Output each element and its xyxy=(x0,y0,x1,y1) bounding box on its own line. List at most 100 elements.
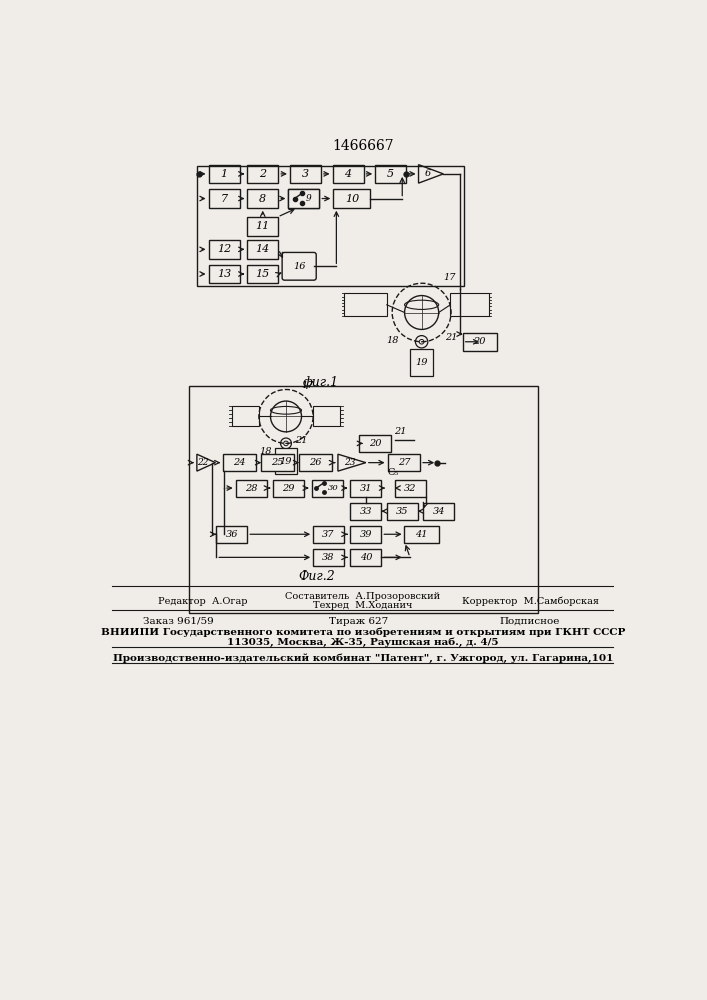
Bar xyxy=(288,189,320,208)
Bar xyxy=(209,240,240,259)
Text: 6: 6 xyxy=(425,169,431,178)
Text: 1466667: 1466667 xyxy=(332,139,394,153)
Bar xyxy=(216,526,247,543)
Bar xyxy=(395,480,426,497)
Text: 38: 38 xyxy=(322,553,335,562)
Bar xyxy=(247,165,279,183)
Text: 33: 33 xyxy=(360,507,372,516)
Bar xyxy=(404,526,439,543)
Text: 7: 7 xyxy=(221,194,228,204)
Text: 19: 19 xyxy=(280,457,292,466)
Text: 25: 25 xyxy=(271,458,284,467)
Bar xyxy=(273,480,304,497)
Text: 4: 4 xyxy=(344,169,351,179)
Text: 9: 9 xyxy=(305,194,311,203)
Text: C₅: C₅ xyxy=(387,468,399,477)
Bar xyxy=(387,503,418,520)
Text: 32: 32 xyxy=(404,484,416,493)
Text: 17: 17 xyxy=(443,273,456,282)
Bar xyxy=(275,448,297,474)
Bar xyxy=(313,549,344,566)
Text: 40: 40 xyxy=(360,553,372,562)
Bar xyxy=(209,265,240,283)
Text: 11: 11 xyxy=(256,221,270,231)
FancyBboxPatch shape xyxy=(282,252,316,280)
Bar xyxy=(351,549,381,566)
Bar xyxy=(423,503,454,520)
Text: 2: 2 xyxy=(259,169,267,179)
Bar xyxy=(209,165,240,183)
Text: 3: 3 xyxy=(302,169,309,179)
Bar xyxy=(351,480,381,497)
Text: 21: 21 xyxy=(296,436,308,445)
Text: 30: 30 xyxy=(328,484,339,492)
Text: 13: 13 xyxy=(217,269,231,279)
Bar xyxy=(332,165,363,183)
Text: 21: 21 xyxy=(395,427,407,436)
Text: 27: 27 xyxy=(397,458,410,467)
Bar xyxy=(247,265,279,283)
Text: 22: 22 xyxy=(197,458,209,467)
Bar xyxy=(288,189,320,208)
Text: 1: 1 xyxy=(221,169,228,179)
Bar xyxy=(247,240,279,259)
Text: ВНИИПИ Государственного комитета по изобретениям и открытиям при ГКНТ СССР: ВНИИПИ Государственного комитета по изоб… xyxy=(100,627,625,637)
Text: 21: 21 xyxy=(445,333,457,342)
Bar xyxy=(290,165,321,183)
Text: Подписное: Подписное xyxy=(499,617,559,626)
Text: Составитель  А.Прозоровский: Составитель А.Прозоровский xyxy=(285,592,440,601)
Text: 15: 15 xyxy=(256,269,270,279)
Bar xyxy=(235,480,267,497)
Bar xyxy=(351,503,381,520)
Text: 8: 8 xyxy=(259,194,267,204)
Bar xyxy=(299,454,332,471)
Bar xyxy=(247,217,279,235)
Bar xyxy=(261,454,293,471)
Text: 20: 20 xyxy=(474,337,486,346)
Text: 31: 31 xyxy=(360,484,372,493)
Text: 28: 28 xyxy=(245,484,257,493)
Text: 12: 12 xyxy=(217,244,231,254)
Text: 37: 37 xyxy=(322,530,335,539)
Text: 39: 39 xyxy=(360,530,372,539)
Bar xyxy=(189,386,538,613)
Text: фиг.1: фиг.1 xyxy=(303,376,339,389)
Text: 17: 17 xyxy=(301,380,314,389)
Text: 34: 34 xyxy=(433,507,445,516)
Text: 14: 14 xyxy=(256,244,270,254)
Text: 24: 24 xyxy=(233,458,246,467)
Text: 35: 35 xyxy=(396,507,409,516)
Bar xyxy=(462,333,497,351)
Bar xyxy=(359,435,392,452)
Bar xyxy=(247,189,279,208)
Text: 36: 36 xyxy=(226,530,238,539)
Text: 5: 5 xyxy=(387,169,395,179)
Text: 23: 23 xyxy=(344,458,356,467)
Text: Редактор  А.Огар: Редактор А.Огар xyxy=(158,597,247,606)
Text: 26: 26 xyxy=(309,458,322,467)
Bar xyxy=(313,526,344,543)
Text: Техред  М.Ходанич: Техред М.Ходанич xyxy=(313,601,412,610)
Text: 41: 41 xyxy=(416,530,428,539)
Bar xyxy=(351,526,381,543)
Bar xyxy=(387,454,420,471)
Text: Заказ 961/59: Заказ 961/59 xyxy=(143,617,214,626)
Bar xyxy=(333,189,370,208)
Bar xyxy=(223,454,256,471)
Text: Тираж 627: Тираж 627 xyxy=(329,617,388,626)
Text: Корректор  М.Самборская: Корректор М.Самборская xyxy=(462,597,599,606)
Text: 18: 18 xyxy=(387,336,399,345)
Bar xyxy=(209,189,240,208)
Text: 10: 10 xyxy=(345,194,359,204)
Text: Фиг.2: Фиг.2 xyxy=(298,570,335,583)
Text: 20: 20 xyxy=(369,439,381,448)
Bar xyxy=(375,165,406,183)
Text: 113035, Москва, Ж-35, Раушская наб., д. 4/5: 113035, Москва, Ж-35, Раушская наб., д. … xyxy=(227,637,498,647)
Bar xyxy=(312,480,343,497)
Bar xyxy=(410,349,433,376)
Text: 16: 16 xyxy=(293,262,305,271)
Text: 19: 19 xyxy=(416,358,428,367)
Text: 18: 18 xyxy=(259,447,271,456)
Bar xyxy=(197,166,464,286)
Text: 29: 29 xyxy=(282,484,295,493)
